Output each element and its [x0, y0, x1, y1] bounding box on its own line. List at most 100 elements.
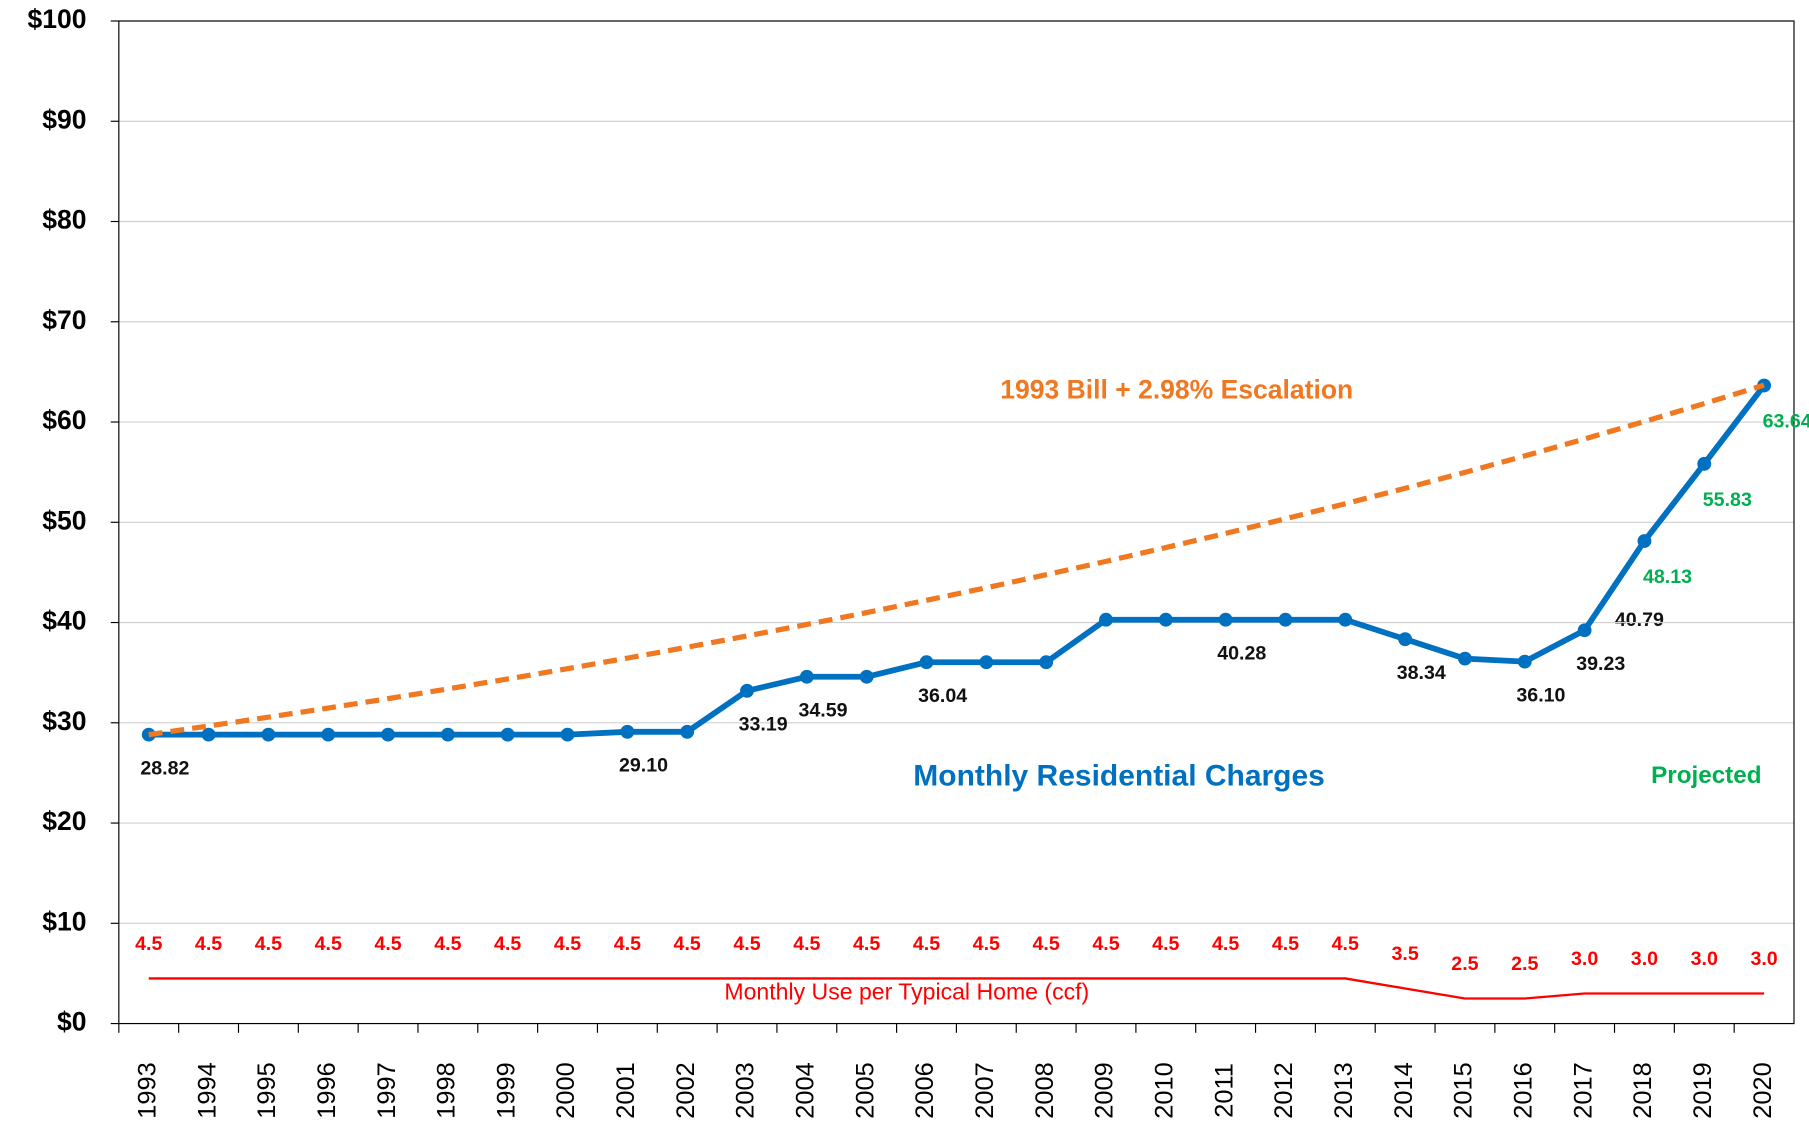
- x-tick-label: 2019: [1689, 1062, 1717, 1118]
- x-tick-label: 2006: [911, 1062, 939, 1118]
- y-tick-label: $20: [42, 806, 86, 836]
- x-tick-label: 2016: [1509, 1062, 1537, 1118]
- y-tick-label: $40: [42, 606, 86, 636]
- x-tick-label: 1996: [313, 1062, 341, 1118]
- x-tick-label: 2005: [851, 1062, 879, 1118]
- x-tick-label: 2018: [1629, 1062, 1657, 1118]
- data-label: 4.5: [195, 933, 222, 955]
- y-tick-label: $100: [28, 4, 87, 34]
- annotation: Projected: [1651, 762, 1761, 789]
- data-label: 4.5: [853, 933, 880, 955]
- data-point: [799, 669, 814, 684]
- data-point: [560, 727, 575, 742]
- data-label: 36.04: [918, 685, 967, 707]
- x-tick-label: 2002: [672, 1062, 700, 1118]
- y-tick-label: $70: [42, 305, 86, 335]
- data-label: 4.5: [674, 933, 701, 955]
- x-tick-label: 2017: [1569, 1062, 1597, 1118]
- y-tick-label: $50: [42, 505, 86, 535]
- data-label: 3.5: [1391, 943, 1418, 965]
- data-point: [1517, 654, 1532, 669]
- data-label: 34.59: [798, 700, 847, 722]
- y-tick-label: $0: [57, 1007, 87, 1037]
- data-point: [1637, 534, 1652, 548]
- data-label: 29.10: [619, 755, 668, 777]
- x-tick-label: 2012: [1270, 1062, 1298, 1118]
- x-tick-label: 1997: [373, 1062, 401, 1118]
- x-tick-label: 2011: [1210, 1063, 1238, 1118]
- data-label: 38.34: [1397, 662, 1446, 684]
- y-tick-label: $10: [42, 906, 86, 936]
- data-point: [1398, 632, 1413, 647]
- data-label: 48.13: [1643, 566, 1692, 588]
- x-tick-label: 2010: [1151, 1062, 1179, 1118]
- data-point: [1577, 623, 1592, 638]
- data-point: [1218, 612, 1233, 627]
- data-point: [1099, 612, 1113, 627]
- data-label: 4.5: [494, 933, 521, 955]
- series-label: 1993 Bill + 2.98% Escalation: [1000, 374, 1353, 404]
- data-label: 4.5: [973, 933, 1000, 955]
- data-label: 4.5: [1272, 933, 1299, 955]
- x-tick-label: 2007: [971, 1062, 999, 1118]
- data-label: 63.64: [1763, 411, 1809, 433]
- x-tick-label: 1999: [492, 1062, 520, 1118]
- data-point: [500, 727, 515, 742]
- y-tick-label: $90: [42, 104, 86, 134]
- data-point: [859, 669, 874, 684]
- data-point: [740, 683, 754, 698]
- x-tick-label: 1995: [253, 1062, 281, 1118]
- data-label: 4.5: [733, 933, 760, 955]
- data-label: 39.23: [1576, 653, 1625, 675]
- data-label: 55.83: [1703, 489, 1752, 511]
- data-label: 3.0: [1631, 948, 1658, 970]
- x-tick-label: 2004: [792, 1062, 820, 1118]
- data-label: 4.5: [255, 933, 282, 955]
- data-point: [1458, 651, 1472, 666]
- x-tick-label: 2008: [1031, 1062, 1059, 1118]
- series-label: Monthly Use per Typical Home (ccf): [724, 979, 1089, 1005]
- y-tick-label: $30: [42, 706, 86, 736]
- series-label: Monthly Residential Charges: [913, 760, 1325, 793]
- data-label: 33.19: [739, 714, 788, 736]
- data-label: 4.5: [554, 933, 581, 955]
- data-point: [261, 727, 276, 742]
- x-tick-label: 2000: [552, 1062, 580, 1118]
- x-tick-label: 1994: [193, 1062, 221, 1118]
- data-point: [919, 655, 934, 670]
- data-label: 40.28: [1217, 643, 1266, 665]
- data-label: 3.0: [1691, 948, 1718, 970]
- data-label: 4.5: [374, 933, 401, 955]
- data-label: 4.5: [1033, 933, 1060, 955]
- data-label: 36.10: [1516, 684, 1565, 706]
- data-point: [1697, 456, 1712, 471]
- data-point: [680, 724, 695, 739]
- annotation: 40.79: [1615, 609, 1664, 631]
- data-label: 28.82: [140, 757, 189, 779]
- data-label: 4.5: [614, 933, 641, 955]
- data-point: [1278, 612, 1293, 627]
- x-tick-label: 2003: [732, 1062, 760, 1118]
- data-point: [979, 655, 994, 670]
- x-tick-label: 2001: [612, 1062, 640, 1118]
- data-label: 3.0: [1571, 948, 1598, 970]
- data-point: [1039, 655, 1054, 670]
- data-label: 2.5: [1451, 953, 1478, 975]
- data-label: 2.5: [1511, 953, 1538, 975]
- data-label: 4.5: [434, 933, 461, 955]
- data-label: 4.5: [315, 933, 342, 955]
- data-label: 4.5: [793, 933, 820, 955]
- x-tick-label: 2020: [1749, 1062, 1777, 1118]
- data-label: 4.5: [913, 933, 940, 955]
- data-point: [1158, 612, 1173, 627]
- x-tick-label: 2015: [1450, 1062, 1478, 1118]
- data-point: [381, 727, 395, 742]
- y-tick-label: $80: [42, 205, 86, 235]
- data-point: [620, 724, 635, 739]
- series-line: [148, 977, 1765, 1000]
- data-point: [440, 727, 455, 742]
- data-label: 4.5: [1332, 933, 1359, 955]
- series-line: [148, 382, 1765, 738]
- data-point: [201, 727, 216, 742]
